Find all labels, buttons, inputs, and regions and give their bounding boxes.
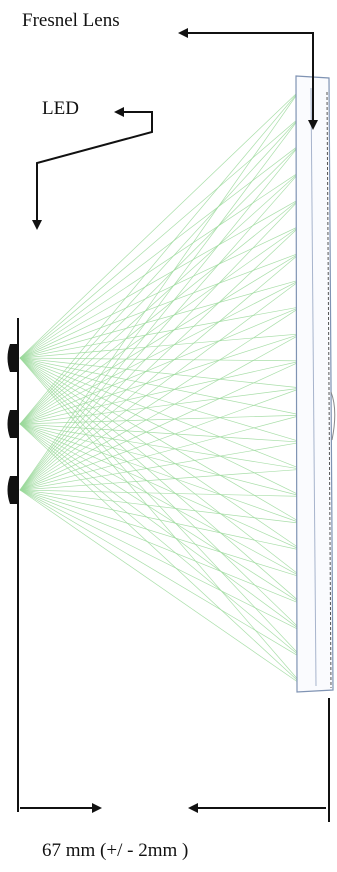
light-ray — [19, 489, 304, 687]
light-ray — [19, 333, 302, 491]
light-ray — [19, 489, 304, 606]
light-ray — [19, 414, 302, 425]
light-ray — [19, 489, 304, 633]
light-ray — [19, 333, 302, 359]
fresnel-lens-inner-line — [310, 87, 317, 687]
light-ray — [19, 423, 304, 687]
fresnel-lens — [295, 75, 336, 693]
led-emitter-2 — [7, 410, 18, 438]
light-ray — [19, 423, 303, 578]
light-ray — [19, 89, 301, 425]
light-ray — [19, 306, 302, 425]
light-ray — [19, 306, 302, 491]
lens-pointer-arrow — [188, 32, 318, 130]
light-ray — [19, 489, 303, 497]
light-ray — [19, 171, 301, 425]
fresnel-lens-label: Fresnel Lens — [22, 10, 120, 31]
light-ray — [19, 489, 303, 551]
fresnel-lens-body — [295, 75, 334, 693]
light-ray — [19, 333, 302, 425]
light-ray — [19, 357, 303, 551]
light-ray — [19, 489, 303, 524]
light-ray — [19, 89, 301, 359]
light-ray — [19, 423, 303, 524]
light-ray — [19, 279, 302, 425]
light-ray — [19, 143, 301, 491]
light-ray — [19, 423, 304, 633]
light-ray — [19, 252, 302, 491]
light-ray — [19, 357, 303, 497]
light-ray — [19, 387, 302, 491]
light-ray — [19, 225, 301, 359]
light-ray — [19, 198, 301, 425]
light-ray — [19, 360, 302, 491]
light-ray — [19, 279, 302, 491]
light-ray — [19, 357, 303, 470]
light-ray — [19, 171, 301, 491]
light-ray — [19, 116, 301, 359]
light-ray — [19, 252, 302, 359]
light-ray — [19, 225, 302, 425]
light-ray — [19, 198, 301, 491]
light-ray — [19, 116, 301, 425]
light-ray — [19, 357, 304, 633]
light-rays — [19, 89, 330, 687]
fresnel-lens-bulge — [330, 391, 336, 441]
light-ray — [19, 116, 301, 491]
light-ray — [19, 279, 302, 359]
light-ray — [19, 423, 304, 605]
light-ray — [19, 252, 302, 425]
light-ray — [19, 387, 302, 425]
light-ray — [19, 360, 302, 425]
light-ray — [19, 198, 301, 359]
light-ray — [19, 423, 304, 660]
light-ray — [19, 423, 303, 551]
light-ray — [19, 357, 303, 524]
light-ray — [19, 171, 301, 359]
light-ray — [19, 468, 303, 491]
light-ray — [19, 357, 304, 660]
light-ray — [19, 489, 303, 578]
light-ray — [19, 489, 304, 660]
led-label: LED — [42, 98, 79, 119]
distance-label: 67 mm (+/ - 2mm ) — [42, 840, 189, 861]
led-emitters — [7, 344, 18, 504]
light-ray — [19, 357, 302, 389]
led-pointer-arrow — [32, 111, 153, 230]
led-emitter-1 — [7, 344, 18, 372]
light-ray — [19, 357, 304, 687]
light-ray — [19, 143, 301, 359]
light-ray — [19, 357, 304, 605]
led-emitter-3 — [7, 476, 18, 504]
light-ray — [19, 423, 303, 497]
light-ray — [19, 423, 303, 443]
light-ray — [19, 143, 301, 425]
light-ray — [19, 414, 302, 491]
light-ray — [19, 89, 301, 491]
fresnel-lens-grooves — [326, 91, 332, 689]
light-ray — [19, 357, 304, 578]
light-ray — [19, 225, 302, 491]
light-ray — [19, 441, 303, 491]
light-ray — [19, 306, 302, 359]
light-ray — [19, 357, 302, 362]
